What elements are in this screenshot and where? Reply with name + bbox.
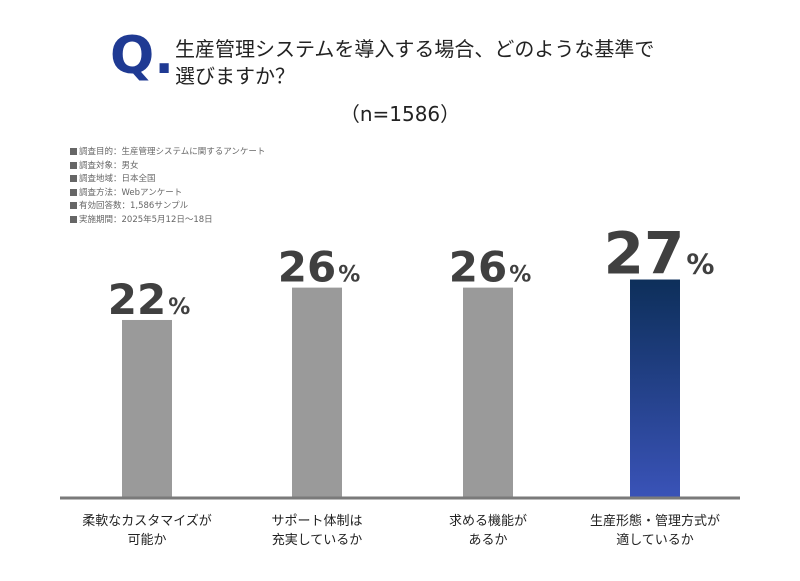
category-label-2-line-2: 充実しているか <box>271 533 363 548</box>
bar-1 <box>122 319 172 498</box>
value-label-4: 27% <box>604 220 715 288</box>
bar-3 <box>463 287 513 498</box>
category-label-2-line-1: サポート体制は <box>271 514 363 529</box>
survey-responses: 有効回答数：1,586サンプル <box>70 200 265 214</box>
survey-info: 調査目的：生産管理システムに関するアンケート 調査対象：男女 調査地域：日本全国… <box>70 146 265 227</box>
category-label-4-line-2: 適しているか <box>616 533 694 548</box>
question-title: 生産管理システムを導入する場合、どのような基準で 選びますか？ <box>175 36 735 90</box>
category-label-1: 柔軟なカスタマイズが 可能か <box>62 512 232 550</box>
value-label-3: 26% <box>449 243 532 292</box>
survey-method: 調査方法：Webアンケート <box>70 187 265 201</box>
question-title-line-2: 選びますか？ <box>175 64 295 88</box>
survey-purpose: 調査目的：生産管理システムに関するアンケート <box>70 146 265 160</box>
bar-2 <box>292 287 342 498</box>
sample-size: （n=1586） <box>339 102 461 126</box>
value-label-2: 26% <box>278 243 361 292</box>
value-label-1: 22% <box>108 275 191 324</box>
survey-period: 実施期間：2025年5月12日～18日 <box>70 214 265 228</box>
question-title-line-1: 生産管理システムを導入する場合、どのような基準で <box>175 37 655 61</box>
category-label-2: サポート体制は 充実しているか <box>232 512 402 550</box>
bar-4 <box>630 279 680 498</box>
category-label-4: 生産形態・管理方式が 適しているか <box>570 512 740 550</box>
category-label-3-line-2: あるか <box>468 533 508 548</box>
category-label-1-line-2: 可能か <box>127 533 167 548</box>
category-label-3: 求める機能が あるか <box>403 512 573 550</box>
survey-target: 調査対象：男女 <box>70 160 265 174</box>
category-label-1-line-1: 柔軟なカスタマイズが <box>82 514 212 529</box>
category-label-4-line-1: 生産形態・管理方式が <box>589 514 720 529</box>
question-mark-q: Q. <box>110 26 174 86</box>
category-label-3-line-1: 求める機能が <box>448 514 527 529</box>
survey-region: 調査地域：日本全国 <box>70 173 265 187</box>
bars-layer: 22% 26% 26% 27% <box>108 220 715 498</box>
